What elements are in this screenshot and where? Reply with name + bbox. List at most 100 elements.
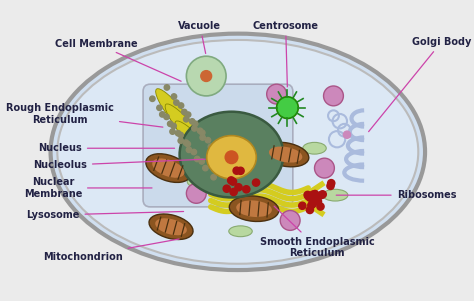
Ellipse shape — [187, 175, 212, 188]
Circle shape — [310, 191, 317, 198]
Ellipse shape — [165, 104, 213, 160]
Text: Nucleus: Nucleus — [38, 143, 174, 153]
Circle shape — [228, 177, 235, 184]
Ellipse shape — [269, 147, 302, 163]
Circle shape — [205, 138, 210, 143]
Ellipse shape — [323, 189, 348, 201]
Circle shape — [233, 167, 240, 174]
Circle shape — [328, 180, 335, 187]
Text: Nuclear
Membrane: Nuclear Membrane — [24, 177, 152, 199]
Ellipse shape — [303, 142, 326, 154]
Circle shape — [229, 178, 237, 185]
Circle shape — [157, 105, 162, 110]
Circle shape — [306, 206, 313, 214]
Circle shape — [309, 200, 317, 207]
Text: Centrosome: Centrosome — [253, 20, 319, 87]
Circle shape — [253, 179, 260, 186]
Circle shape — [194, 156, 200, 162]
Circle shape — [160, 112, 165, 117]
Circle shape — [178, 103, 184, 108]
Circle shape — [150, 96, 155, 101]
Circle shape — [225, 151, 238, 163]
Ellipse shape — [51, 34, 425, 270]
Ellipse shape — [180, 112, 283, 197]
Text: Rough Endoplasmic
Reticulum: Rough Endoplasmic Reticulum — [6, 103, 163, 127]
Circle shape — [173, 100, 179, 105]
Text: Mitochondrion: Mitochondrion — [43, 239, 179, 262]
Circle shape — [175, 131, 181, 136]
Circle shape — [237, 167, 244, 174]
Circle shape — [313, 197, 321, 204]
Circle shape — [178, 138, 183, 144]
Circle shape — [243, 186, 250, 193]
Circle shape — [267, 84, 287, 104]
Circle shape — [315, 158, 334, 178]
Circle shape — [191, 149, 197, 155]
Ellipse shape — [57, 40, 418, 264]
Circle shape — [307, 194, 314, 201]
Circle shape — [186, 147, 191, 153]
Circle shape — [327, 182, 334, 190]
Circle shape — [235, 184, 242, 191]
Text: Nucleolus: Nucleolus — [33, 159, 205, 170]
Circle shape — [299, 202, 306, 209]
Circle shape — [314, 198, 321, 205]
Circle shape — [201, 71, 211, 82]
Ellipse shape — [152, 158, 184, 178]
Circle shape — [186, 183, 206, 203]
Circle shape — [304, 191, 311, 199]
Circle shape — [199, 159, 204, 164]
Text: Smooth Endoplasmic
Reticulum: Smooth Endoplasmic Reticulum — [260, 206, 374, 258]
Circle shape — [308, 192, 315, 200]
Circle shape — [183, 140, 189, 145]
Ellipse shape — [146, 154, 191, 182]
Circle shape — [230, 188, 237, 196]
Ellipse shape — [207, 136, 256, 179]
Text: Lysosome: Lysosome — [26, 210, 183, 220]
Circle shape — [203, 165, 208, 171]
Text: Golgi Body: Golgi Body — [369, 37, 471, 132]
Circle shape — [314, 193, 321, 200]
Circle shape — [191, 126, 197, 131]
Circle shape — [216, 153, 222, 158]
Ellipse shape — [236, 200, 272, 217]
Text: Ribosomes: Ribosomes — [336, 190, 456, 200]
Circle shape — [178, 132, 183, 138]
Ellipse shape — [155, 218, 187, 235]
Circle shape — [280, 210, 300, 230]
Circle shape — [171, 123, 176, 129]
Circle shape — [164, 114, 169, 119]
Ellipse shape — [229, 226, 252, 237]
Circle shape — [185, 141, 191, 147]
Circle shape — [208, 144, 214, 149]
Circle shape — [277, 97, 298, 119]
Circle shape — [324, 86, 343, 106]
Circle shape — [317, 203, 324, 210]
Circle shape — [200, 135, 205, 140]
Ellipse shape — [175, 121, 225, 175]
FancyBboxPatch shape — [143, 84, 293, 207]
Circle shape — [319, 191, 326, 198]
Circle shape — [186, 56, 226, 96]
Circle shape — [164, 85, 170, 90]
Circle shape — [171, 94, 177, 99]
Text: Vacuole: Vacuole — [178, 20, 221, 54]
Circle shape — [343, 131, 351, 138]
Text: Cell Membrane: Cell Membrane — [55, 39, 181, 81]
Circle shape — [190, 119, 195, 124]
Circle shape — [167, 121, 173, 126]
Ellipse shape — [149, 214, 193, 240]
Circle shape — [197, 128, 203, 133]
Circle shape — [200, 130, 205, 135]
Circle shape — [183, 116, 189, 122]
Ellipse shape — [229, 196, 279, 222]
Circle shape — [223, 185, 230, 192]
Circle shape — [182, 109, 187, 115]
Circle shape — [185, 112, 191, 117]
Ellipse shape — [263, 142, 309, 167]
Circle shape — [225, 162, 230, 168]
Circle shape — [318, 191, 325, 199]
Circle shape — [308, 202, 315, 209]
Circle shape — [170, 129, 175, 134]
Circle shape — [192, 121, 198, 126]
